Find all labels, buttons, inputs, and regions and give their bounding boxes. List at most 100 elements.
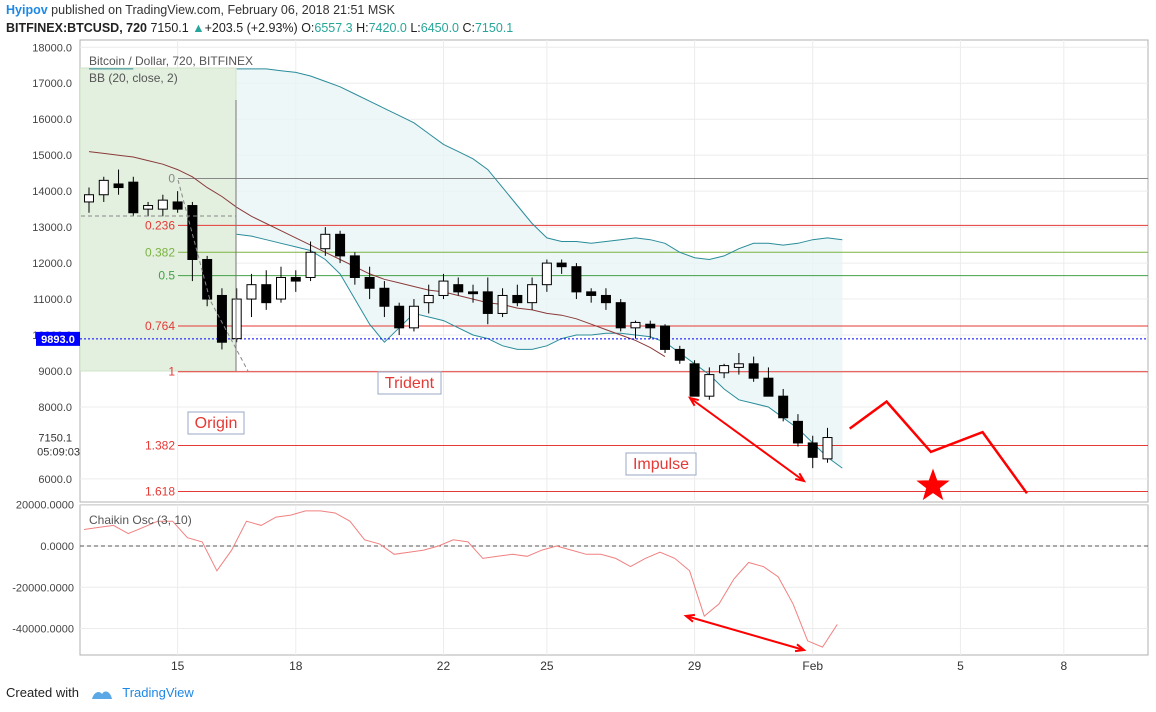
candle [172,191,183,213]
candle-body-up [527,284,538,304]
candle [645,320,656,339]
fib-level-label: 0.236 [145,218,175,232]
x-tick-label: 18 [289,659,303,673]
candle-body-down [792,420,803,444]
publish-info: Hyipov published on TradingView.com, Feb… [6,3,395,17]
candle-body-down [453,284,464,293]
candle [689,360,700,397]
candle-body-up [246,284,257,300]
bb-basis-line [88,151,666,358]
candle-body-up [438,280,449,296]
candle [453,277,464,296]
candle [571,263,582,300]
candle-body-up [630,321,641,329]
candle [748,356,759,382]
candle [394,302,405,336]
up-triangle-icon: ▲ [192,21,205,35]
oscillator-title: Chaikin Osc (3, 10) [89,513,192,527]
close-value: 7150.1 [474,21,514,35]
candle [364,266,375,300]
candle [113,169,124,195]
target-star-icon [916,468,950,501]
open-label: O: [301,21,315,35]
published-text: published on TradingView.com, February 0… [51,3,395,17]
main-plot: 0 0.236 0.382 0.5 0.764 1 1.382 1.618 Origin Trid… [80,40,1148,502]
candle-body-down [556,262,567,268]
candle-body-down [128,181,139,214]
candle-body-down [216,294,227,343]
candle-body-down [349,255,360,278]
candle [615,299,626,332]
candle-body-down [394,305,405,329]
candle [733,353,744,375]
candle-body-up [157,199,168,210]
fib-level-label: 0 [168,172,175,186]
impulse-box [625,452,697,476]
candle [157,194,168,217]
candle-body-down [113,183,124,189]
candle [468,284,479,303]
candle [512,284,523,307]
candle [84,187,94,213]
candle-body-down [586,291,597,296]
candle [379,281,390,318]
countdown-label: 05:09:03 [37,447,80,459]
candle-body-down [748,363,759,379]
oscillator-divergence-arrow-head [794,643,807,653]
candle [556,259,567,274]
y-tick-label: 18000.0 [32,42,72,54]
y-tick-label: 17000.0 [32,78,72,90]
tradingview-link[interactable]: TradingView [122,685,194,700]
oscillator-divergence-arrow-head [683,613,696,623]
y-tick-label: 16000.0 [32,114,72,126]
price-divergence-arrow [687,396,807,483]
y-tick-label: 9000.0 [38,366,72,378]
created-with-label: Created with [6,685,79,700]
candle-body-down [660,325,671,350]
candle-body-down [364,276,375,289]
candle [246,273,257,318]
x-tick-label: 5 [957,659,964,673]
candle [778,388,789,422]
x-tick-label: 22 [437,659,451,673]
high-value: 7420.0 [368,21,407,35]
author-name[interactable]: Hyipov [6,3,48,17]
current-price-badge-label: 9893.0 [41,334,75,346]
candle-body-up [320,233,331,250]
candle-body-down [763,377,774,397]
tradingview-logo-icon [91,691,112,699]
trend-dashed-line [177,179,249,372]
fib-level-label: 1.618 [145,484,175,498]
y-tick-label: 6000.0 [38,474,72,486]
candle-body-down [571,266,582,293]
candle [674,345,685,364]
candle [423,284,434,314]
candle-body-down [689,363,700,397]
bb-upper-line [236,68,843,261]
candle-body-down [674,348,685,361]
candle-body-up [423,294,434,304]
trident-label: Trident [385,375,435,392]
y-tick-label: 11000.0 [33,294,72,306]
candle-body-down [290,276,301,282]
candle-body-down [468,291,479,295]
oscillator-plot [80,505,1148,655]
candle-body-down [600,294,611,304]
candle [202,255,213,307]
candle [482,277,493,325]
candle [438,273,449,300]
candle [822,427,833,463]
osc-y-tick-label: 0.0000 [40,541,74,553]
indicator-label: BB (20, close, 2) [89,71,178,85]
origin-box [187,411,245,435]
y-tick-label: 8000.0 [38,402,72,414]
candle-body-down [172,201,183,210]
low-label: L: [410,21,421,35]
open-value: 6557.3 [314,21,353,35]
candle [763,367,774,397]
bb-fill [236,68,843,469]
candle-body-up [305,251,316,278]
candle [541,259,552,292]
y-tick-label: 14000.0 [32,186,72,198]
